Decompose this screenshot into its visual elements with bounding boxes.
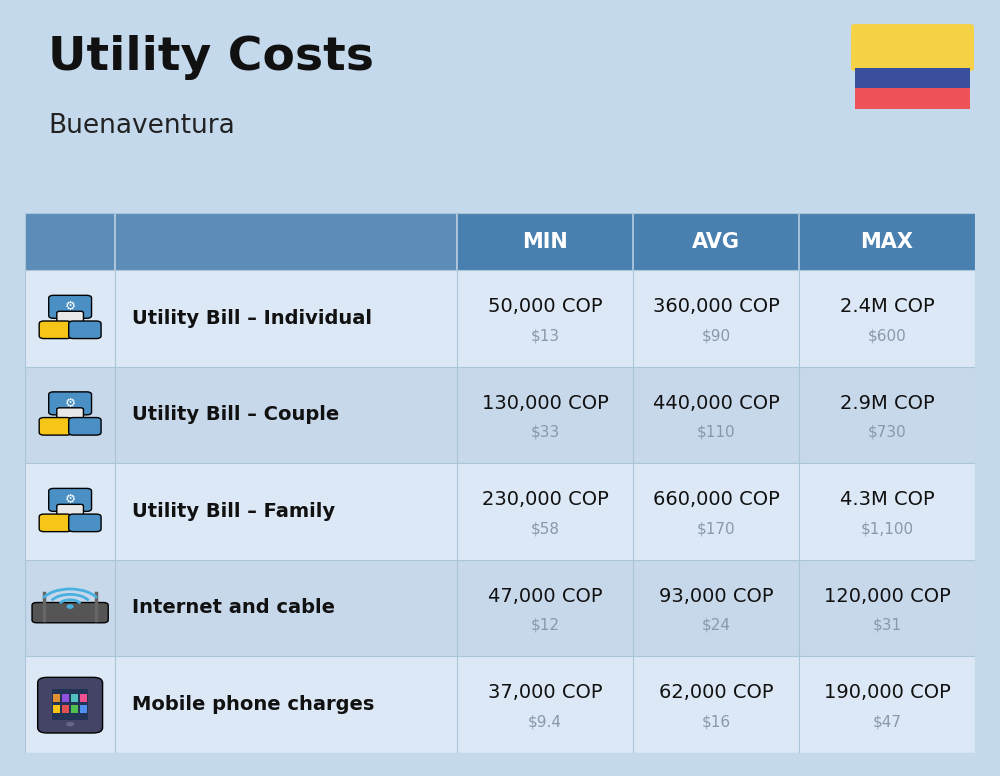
Text: $1,100: $1,100 xyxy=(861,521,914,536)
FancyBboxPatch shape xyxy=(39,321,72,338)
Text: AVG: AVG xyxy=(692,232,740,251)
Text: 440,000 COP: 440,000 COP xyxy=(653,393,780,413)
Bar xyxy=(80,705,87,713)
FancyBboxPatch shape xyxy=(39,514,72,532)
Text: Buenaventura: Buenaventura xyxy=(48,113,235,139)
Text: 660,000 COP: 660,000 COP xyxy=(653,490,780,509)
Text: $31: $31 xyxy=(873,618,902,632)
Circle shape xyxy=(66,722,74,726)
Text: $47: $47 xyxy=(873,715,902,729)
Text: $16: $16 xyxy=(702,715,731,729)
Text: $170: $170 xyxy=(697,521,735,536)
Bar xyxy=(25,559,975,656)
Text: Internet and cable: Internet and cable xyxy=(132,598,335,618)
FancyBboxPatch shape xyxy=(69,417,101,435)
Text: Utility Bill – Couple: Utility Bill – Couple xyxy=(132,405,340,424)
Text: $58: $58 xyxy=(531,521,560,536)
Text: $24: $24 xyxy=(702,618,731,632)
FancyBboxPatch shape xyxy=(851,24,974,71)
Text: ⚙: ⚙ xyxy=(64,494,76,506)
Bar xyxy=(25,366,975,463)
FancyBboxPatch shape xyxy=(38,677,103,733)
Text: $110: $110 xyxy=(697,424,735,440)
Bar xyxy=(52,688,88,720)
Text: 230,000 COP: 230,000 COP xyxy=(482,490,608,509)
Text: MAX: MAX xyxy=(861,232,914,251)
Bar xyxy=(855,68,970,88)
Text: $730: $730 xyxy=(868,424,906,440)
Text: 2.4M COP: 2.4M COP xyxy=(840,297,934,316)
Text: $12: $12 xyxy=(531,618,560,632)
Bar xyxy=(25,270,975,366)
Bar xyxy=(80,694,87,702)
Text: Utility Bill – Individual: Utility Bill – Individual xyxy=(132,309,372,327)
Text: 50,000 COP: 50,000 COP xyxy=(488,297,602,316)
Text: 120,000 COP: 120,000 COP xyxy=(824,587,950,606)
Circle shape xyxy=(67,605,73,608)
FancyBboxPatch shape xyxy=(49,296,92,318)
Text: 93,000 COP: 93,000 COP xyxy=(659,587,773,606)
Bar xyxy=(71,705,78,713)
Text: 2.9M COP: 2.9M COP xyxy=(840,393,934,413)
FancyBboxPatch shape xyxy=(57,504,83,517)
Text: MIN: MIN xyxy=(522,232,568,251)
Text: 47,000 COP: 47,000 COP xyxy=(488,587,602,606)
FancyBboxPatch shape xyxy=(49,488,92,511)
Text: 190,000 COP: 190,000 COP xyxy=(824,684,950,702)
Text: $90: $90 xyxy=(702,328,731,343)
Text: Utility Bill – Family: Utility Bill – Family xyxy=(132,502,335,521)
FancyBboxPatch shape xyxy=(69,514,101,532)
FancyBboxPatch shape xyxy=(57,408,83,421)
Text: $33: $33 xyxy=(530,424,560,440)
Text: $9.4: $9.4 xyxy=(528,715,562,729)
Bar xyxy=(25,213,457,270)
Text: 130,000 COP: 130,000 COP xyxy=(482,393,608,413)
Bar xyxy=(62,694,69,702)
Text: Mobile phone charges: Mobile phone charges xyxy=(132,695,375,714)
Bar xyxy=(53,705,60,713)
Bar xyxy=(25,463,975,559)
FancyBboxPatch shape xyxy=(69,321,101,338)
Text: Utility Costs: Utility Costs xyxy=(48,35,374,80)
FancyBboxPatch shape xyxy=(39,417,72,435)
Text: $13: $13 xyxy=(531,328,560,343)
Text: 360,000 COP: 360,000 COP xyxy=(653,297,780,316)
Bar xyxy=(25,656,975,753)
Text: 4.3M COP: 4.3M COP xyxy=(840,490,934,509)
Text: 37,000 COP: 37,000 COP xyxy=(488,684,602,702)
Bar xyxy=(633,213,799,270)
Text: ⚙: ⚙ xyxy=(64,397,76,410)
FancyBboxPatch shape xyxy=(57,311,83,324)
Text: $600: $600 xyxy=(868,328,906,343)
FancyBboxPatch shape xyxy=(32,602,108,623)
Bar xyxy=(71,694,78,702)
FancyBboxPatch shape xyxy=(49,392,92,415)
Bar xyxy=(855,88,970,109)
Bar xyxy=(62,705,69,713)
Bar xyxy=(457,213,633,270)
Text: 62,000 COP: 62,000 COP xyxy=(659,684,773,702)
Bar xyxy=(53,694,60,702)
Text: ⚙: ⚙ xyxy=(64,300,76,314)
Bar xyxy=(799,213,975,270)
